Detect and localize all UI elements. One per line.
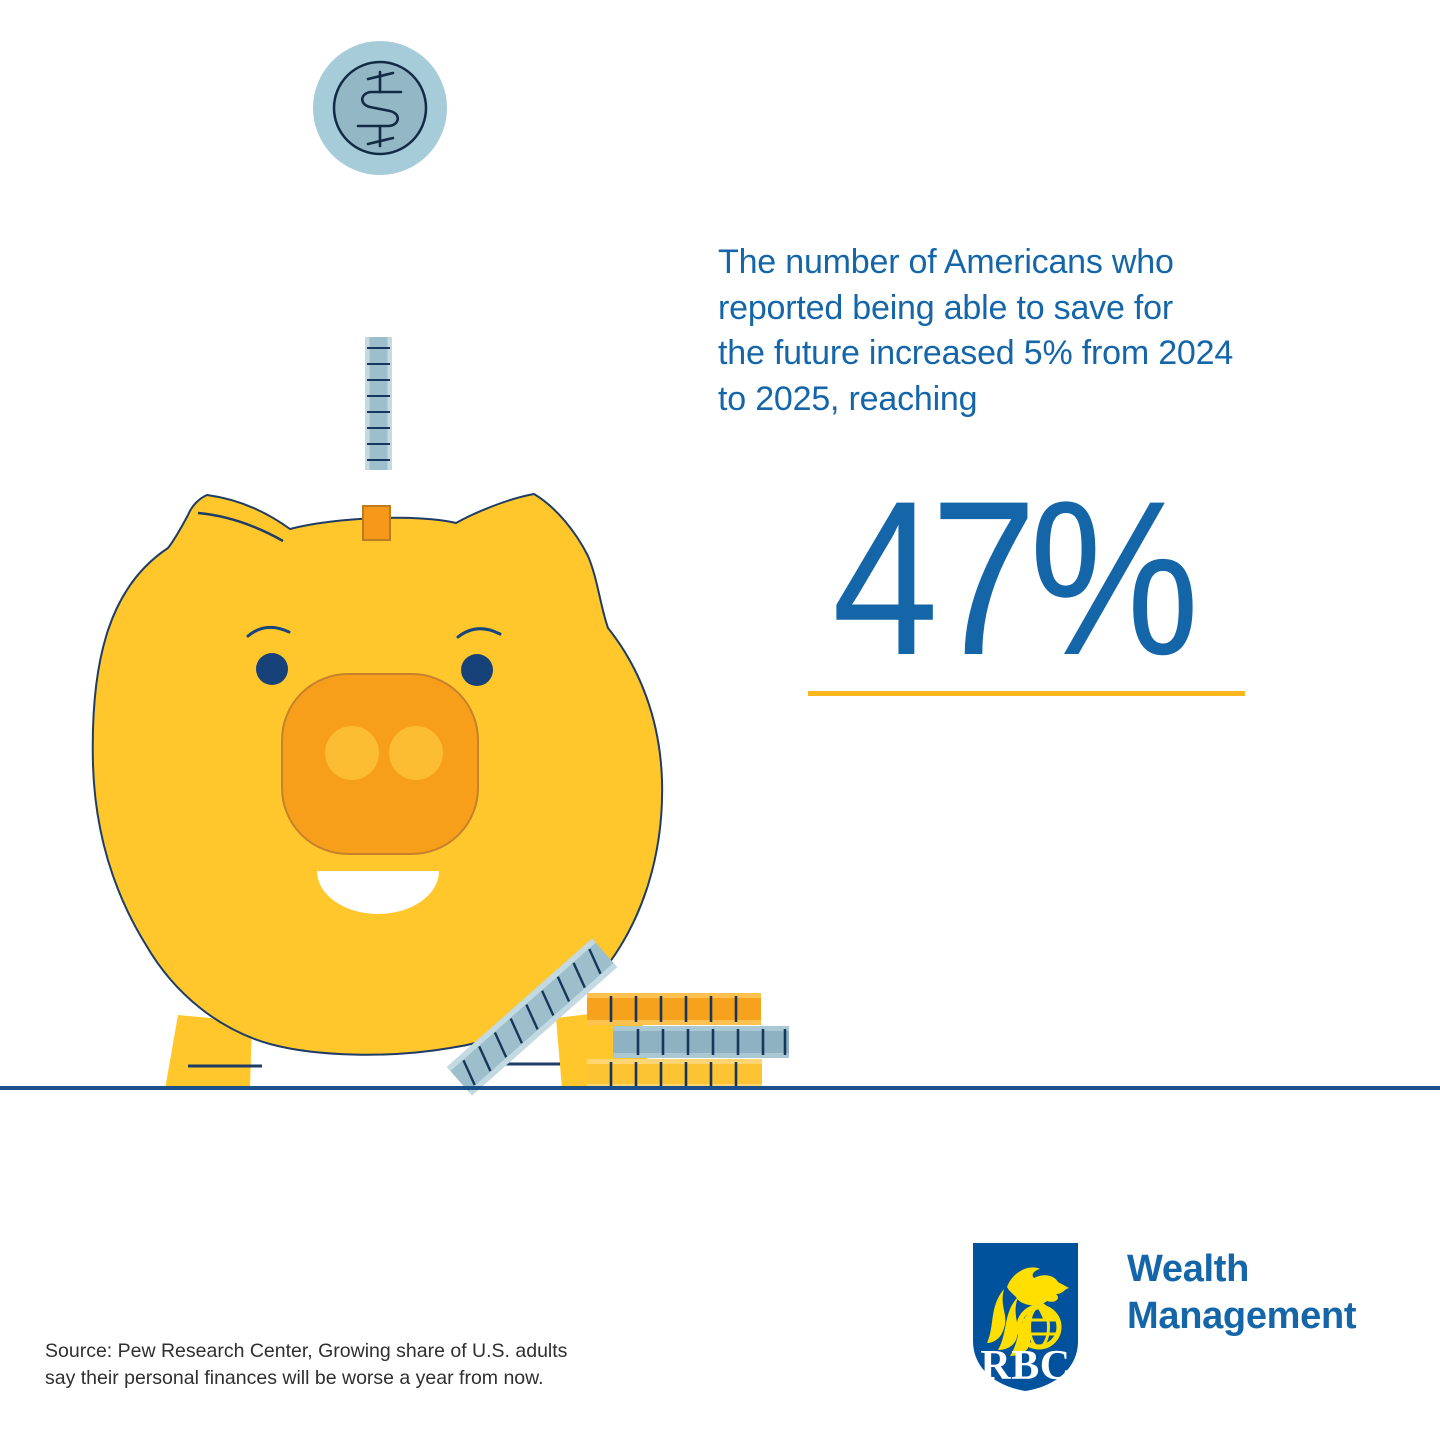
stack-coin-yellow (587, 1059, 762, 1087)
pig-left-eye (256, 653, 288, 685)
headline-line: The number of Americans who (718, 243, 1174, 281)
source-note: Source: Pew Research Center, Growing sha… (45, 1338, 567, 1392)
brand-wordmark: Wealth Management (1127, 1246, 1357, 1340)
stat-underline (808, 691, 1245, 696)
falling-coin-icon (365, 337, 392, 470)
dollar-coin-icon (313, 41, 447, 175)
piggy-bank-icon (91, 492, 664, 1089)
pig-left-eyebrow (246, 625, 291, 638)
piggy-bank-illustration (91, 41, 789, 1096)
pig-right-eye (461, 654, 493, 686)
coin-slot (362, 505, 391, 541)
brand-wordmark-line: Management (1127, 1295, 1357, 1337)
pig-ear-line (197, 511, 284, 543)
rbc-globe-icon (1016, 1304, 1062, 1350)
pig-snout (281, 673, 479, 855)
stat-value: 47% (832, 455, 1199, 701)
baseline-divider (0, 1086, 1440, 1090)
pig-left-leg (165, 1015, 252, 1089)
headline-line: reported being able to save for (718, 288, 1173, 327)
dollar-sign-icon (356, 70, 403, 148)
rbc-lion-icon (987, 1267, 1069, 1356)
headline-line: to 2025, reaching (718, 379, 978, 418)
headline-paragraph: The number of Americans who reported bei… (718, 240, 1233, 422)
coin-stack-icon (587, 993, 789, 1087)
rbc-logo-shield: RBC (973, 1243, 1078, 1391)
pig-smile (317, 871, 439, 914)
pig-left-nostril (325, 726, 379, 780)
stack-coin-blue (613, 1026, 789, 1058)
pig-right-eyebrow (456, 627, 502, 639)
stack-coin-orange (587, 993, 761, 1025)
source-line: say their personal finances will be wors… (45, 1367, 544, 1389)
leaning-coin-icon (446, 938, 618, 1096)
headline-line: the future increased 5% from 2024 (718, 334, 1234, 372)
brand-wordmark-line: Wealth (1127, 1248, 1250, 1290)
source-line: Source: Pew Research Center, Growing sha… (45, 1340, 568, 1362)
rbc-shield-text: RBC (980, 1343, 1070, 1389)
pig-right-nostril (389, 726, 443, 780)
